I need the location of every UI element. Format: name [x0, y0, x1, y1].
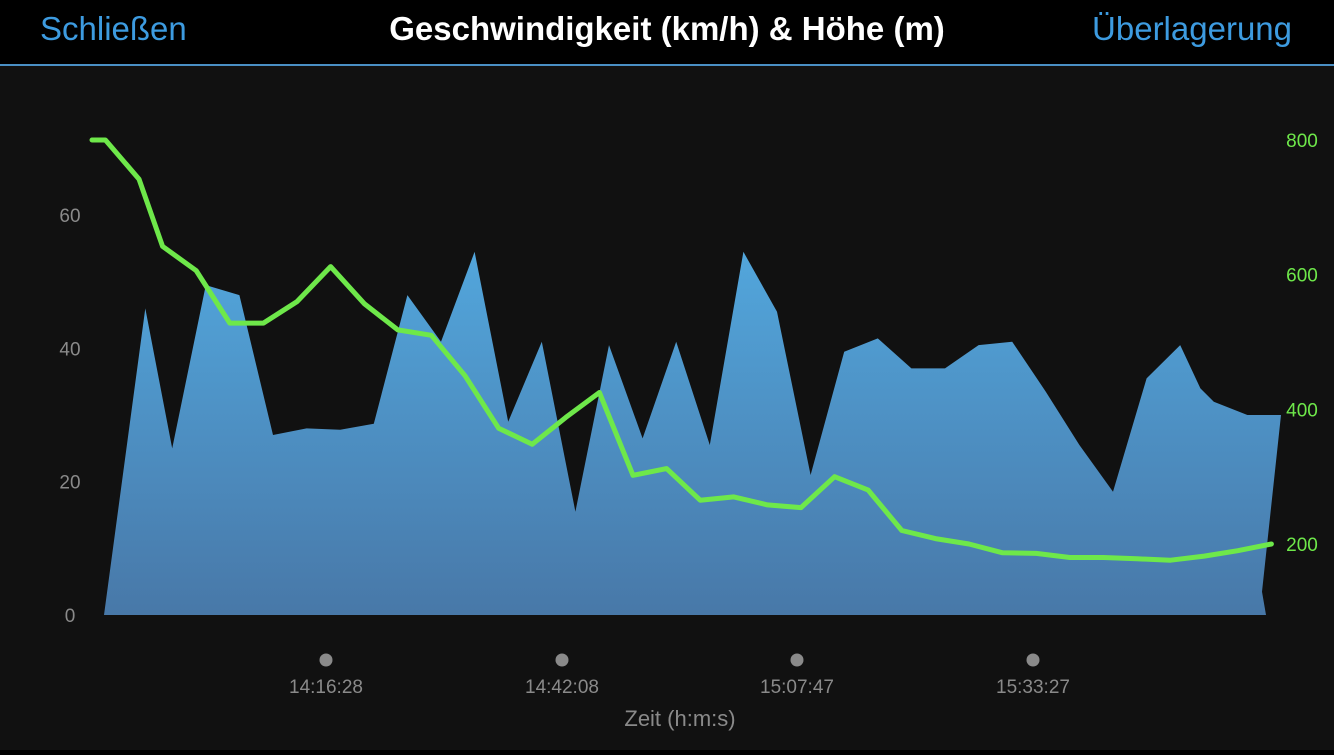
x-tick-label: 15:33:27	[996, 677, 1070, 698]
speed-elevation-chart: 0 20 40 60 200 400 600 800 14:16:28 14:42:08 15:…	[59, 131, 1318, 731]
x-tick-label: 14:16:28	[289, 677, 363, 698]
x-tick-dot	[555, 653, 569, 667]
x-axis-label: Zeit (h:m:s)	[624, 706, 735, 731]
y-left-tick-label: 0	[65, 606, 76, 627]
y-left-tick-label: 60	[59, 206, 80, 227]
nav-bar: Schließen Geschwindigkeit (km/h) & Höhe …	[0, 0, 1334, 66]
speed-area-series	[104, 251, 1281, 616]
y-right-tick-label: 600	[1286, 266, 1318, 287]
y-left-tick-label: 40	[59, 339, 80, 360]
close-button[interactable]: Schließen	[40, 10, 187, 47]
y-left-tick-label: 20	[59, 473, 80, 494]
y-right-tick-label: 800	[1286, 131, 1318, 152]
x-tick-dot	[790, 653, 804, 667]
elevation-line-series	[89, 137, 1274, 563]
x-tick-label: 15:07:47	[760, 677, 834, 698]
x-tick-label: 14:42:08	[525, 677, 599, 698]
y-right-tick-label: 400	[1286, 400, 1318, 421]
chart-area: 0 20 40 60 200 400 600 800 14:16:28 14:42:08 15:…	[0, 66, 1334, 750]
x-tick-dot	[319, 653, 333, 667]
overlay-button[interactable]: Überlagerung	[1092, 10, 1292, 47]
x-tick-dot	[1026, 653, 1040, 667]
y-right-tick-label: 200	[1286, 535, 1318, 556]
